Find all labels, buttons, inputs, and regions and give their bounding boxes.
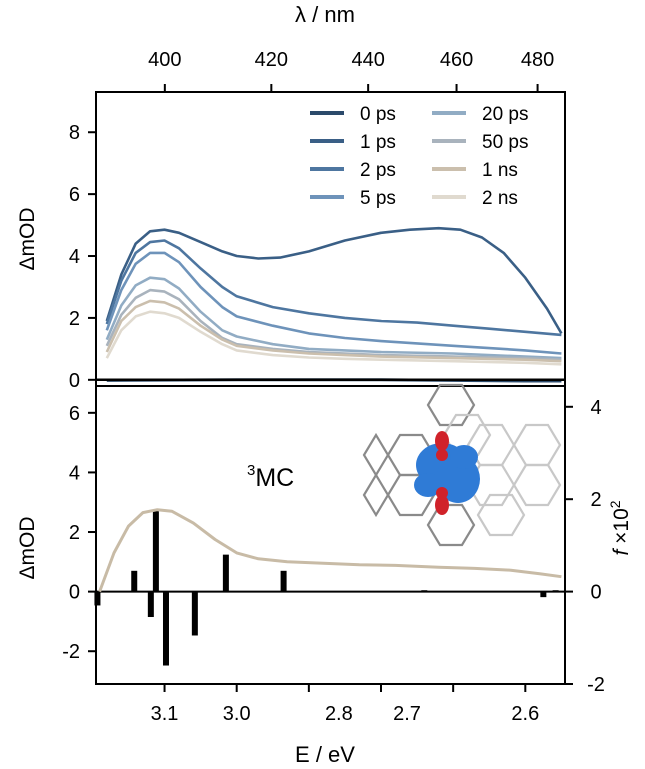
series-line-1ps [105,226,563,335]
top-ytick-label: 4 [69,246,80,268]
annotation-sup: 3 [247,462,255,479]
state-annotation: 3MC [247,462,294,492]
oscillator-stick [421,590,428,592]
oscillator-stick [131,570,138,592]
oscillator-stick [162,591,169,666]
oscillator-stick [191,591,198,636]
annotation-text: MC [255,464,294,492]
y2-label-italic: f [610,548,633,556]
series-line-2ns [105,310,562,366]
top-tick-label: 440 [351,49,384,71]
bottom-ytick-label: 2 [69,522,80,544]
bottom-ytick-label: 4 [69,462,80,484]
oscillator-stick [280,570,287,592]
top-tick-label: 480 [521,49,554,71]
calculated-spectrum-line [98,508,562,593]
oscillator-stick [147,591,154,618]
oscillator-stick [152,510,159,592]
oscillator-stick [552,590,559,592]
legend-label: 50 ps [482,132,528,153]
top-ytick-label: 2 [69,308,80,330]
bottom-y2tick-label: -2 [587,674,605,696]
oscillator-strength-sticks [94,510,565,666]
bottom-y-ticks: -2 0 2 4 6 [62,403,96,663]
bottom-xtick-label: 2.8 [325,703,353,725]
legend-label: 20 ps [482,104,528,125]
molecule-structure-image [362,383,562,547]
y2-label-sup: 2 [607,500,623,508]
bottom-y2tick-label: 4 [590,397,601,419]
top-tick-label: 460 [440,49,473,71]
bottom-xtick-label: 2.7 [393,703,421,725]
legend: 0 ps 1 ps 2 ps 5 ps 20 ps 50 ps 1 ns 2 ns [310,104,528,209]
series-line-5ps [105,251,562,355]
bottom-xtick-label: 3.1 [151,703,179,725]
top-y-ticks: 0 2 4 6 8 [69,122,96,392]
series-line-50ps [105,288,562,361]
bottom-y-axis-label: ΔmOD [16,516,39,579]
top-tick-label: 400 [148,49,181,71]
bottom-y2-axis-label: f ×102 [607,500,633,555]
top-ytick-label: 8 [69,122,80,144]
bottom-panel-frame [95,385,566,685]
top-y-axis-label: ΔmOD [16,207,39,270]
oscillator-stick [540,591,547,598]
series-line-20ps [105,276,562,360]
oscillator-stick [222,554,229,592]
legend-label: 0 ps [360,104,396,125]
top-axis-label: λ / nm [295,2,355,27]
top-ytick-label: 6 [69,184,80,206]
bottom-series-line [98,508,562,593]
x-axis-label: E / eV [295,742,355,767]
top-tick-label: 420 [255,49,288,71]
legend-label: 1 ns [482,160,518,181]
series-line-1ns [105,299,562,363]
bottom-ytick-label: -2 [62,641,80,663]
legend-label: 2 ns [482,188,518,209]
legend-label: 2 ps [360,160,396,181]
bottom-ytick-label: 0 [69,582,80,604]
bottom-y2-ticks: -2 0 2 4 [565,397,605,696]
bottom-ytick-label: 6 [69,403,80,425]
bottom-xtick-label: 2.6 [511,703,539,725]
y2-label-text: ×10 [610,508,633,549]
series-line-2ps [105,239,562,337]
top-series-lines [96,226,565,383]
bottom-xtick-label: 3.0 [223,703,251,725]
oscillator-stick [94,591,101,606]
legend-label: 5 ps [360,188,396,209]
bottom-y2tick-label: 2 [590,489,601,511]
bottom-x-ticks: 3.1 3.0 2.8 2.7 2.6 [151,684,539,725]
top-axis-ticks: 400 420 440 460 480 [148,49,554,92]
top-panel: 0 2 4 6 8 ΔmOD 0 ps 1 ps 2 ps 5 ps 20 ps 50 ps 1 n… [16,91,566,392]
bottom-y2tick-label: 0 [590,582,601,604]
top-ytick-label: 0 [69,370,80,392]
legend-label: 1 ps [360,132,396,153]
